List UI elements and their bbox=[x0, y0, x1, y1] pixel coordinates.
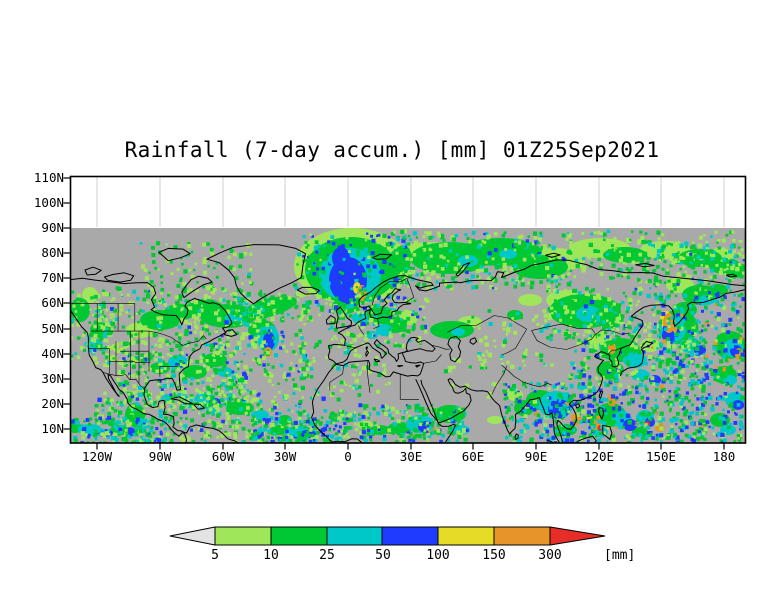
colorbar-cell bbox=[214, 526, 272, 546]
x-axis-label: 60W bbox=[211, 449, 235, 464]
y-axis-label: 60N bbox=[41, 295, 64, 310]
x-axis-label: 60E bbox=[461, 449, 485, 464]
y-axis-label: 80N bbox=[41, 245, 64, 260]
y-axis-label: 110N bbox=[33, 170, 64, 185]
colorbar-cell bbox=[381, 526, 439, 546]
colorbar-cell bbox=[326, 526, 383, 546]
colorbar-cell bbox=[437, 526, 495, 546]
x-axis-label: 90W bbox=[148, 449, 172, 464]
rainfall-speckles bbox=[70, 229, 746, 443]
colorbar-label: 100 bbox=[426, 548, 450, 563]
colorbar-over-arrow bbox=[549, 526, 606, 546]
y-axis-label: 90N bbox=[41, 220, 64, 235]
political-borders bbox=[70, 278, 630, 400]
x-axis-label: 0 bbox=[344, 449, 352, 464]
colorbar-cell bbox=[493, 526, 551, 546]
x-axis-label: 30E bbox=[399, 449, 423, 464]
colorbar-unit: [mm] bbox=[604, 548, 636, 563]
colorbar-label: 25 bbox=[319, 548, 335, 563]
axis-ticks bbox=[63, 177, 725, 450]
x-axis-label: 180 bbox=[712, 449, 736, 464]
colorbar-cell bbox=[270, 526, 328, 546]
x-axis-label: 120E bbox=[583, 449, 615, 464]
x-axis-label: 120W bbox=[81, 449, 113, 464]
y-axis-label: 30N bbox=[41, 371, 64, 386]
colorbar-label: 300 bbox=[538, 548, 562, 563]
x-axis-label: 30W bbox=[273, 449, 297, 464]
colorbar-label: 50 bbox=[375, 548, 391, 563]
y-axis-label: 100N bbox=[33, 195, 64, 210]
y-axis-label: 20N bbox=[41, 396, 64, 411]
colorbar-under-arrow bbox=[169, 526, 216, 546]
x-axis-label: 150E bbox=[645, 449, 677, 464]
y-axis-label: 70N bbox=[41, 270, 64, 285]
y-axis-label: 40N bbox=[41, 346, 64, 361]
coastlines bbox=[70, 244, 746, 443]
meridian-gridlines bbox=[96, 177, 725, 227]
colorbar-label: 5 bbox=[211, 548, 219, 563]
chart-title: Rainfall (7-day accum.) [mm] 01Z25Sep202… bbox=[124, 138, 660, 162]
y-axis-label: 10N bbox=[41, 421, 64, 436]
colorbar-label: 10 bbox=[263, 548, 279, 563]
colorbar-label: 150 bbox=[482, 548, 506, 563]
y-axis-label: 50N bbox=[41, 321, 64, 336]
x-axis-label: 90E bbox=[524, 449, 548, 464]
plot-frame bbox=[69, 175, 747, 444]
colorbar bbox=[169, 526, 606, 546]
